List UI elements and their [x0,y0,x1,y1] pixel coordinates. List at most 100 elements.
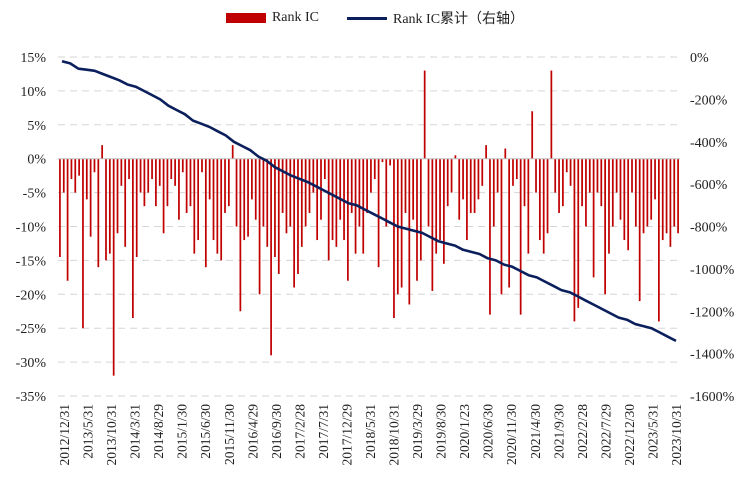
x-tick-label: 2022/12/30 [622,404,637,466]
bar [358,158,361,227]
left-tick-label: -5% [23,187,47,202]
bar [542,158,545,254]
left-tick-label: 10% [20,85,46,100]
bar [592,158,595,278]
bar [393,158,395,319]
bar [93,158,96,173]
bar [400,158,403,288]
bar [254,158,257,220]
bar [197,158,200,241]
bar [669,158,672,247]
bar [466,158,468,241]
bar [631,158,633,193]
bar [312,158,315,193]
bar [500,158,503,295]
bar [350,158,353,213]
bar [116,158,119,234]
x-tick-label: 2013/5/31 [81,404,96,459]
bar [485,145,487,159]
bar [132,158,134,319]
bar [147,158,150,193]
bar [412,158,415,220]
bar [427,158,430,227]
bar [550,70,553,159]
bar [585,158,587,227]
bar [638,158,641,302]
x-tick-label: 2022/7/29 [598,404,613,459]
left-tick-label: 0% [27,153,46,168]
bar [562,158,564,207]
bar [673,158,676,227]
bar [596,158,599,193]
bar [181,158,184,173]
x-tick-label: 2019/3/29 [410,404,425,459]
bar [634,158,637,227]
x-tick-label: 2020/11/30 [504,404,519,465]
bar [366,158,368,213]
x-tick-label: 2019/8/30 [434,404,449,459]
bar [504,148,507,159]
x-tick-label: 2018/10/31 [387,404,402,466]
x-tick-label: 2023/10/31 [669,404,684,466]
bar [362,158,365,254]
bar [443,158,445,264]
bar [139,158,142,193]
bar [216,158,219,254]
left-tick-label: 15% [20,51,46,66]
right-axis-labels: 0% -200% -400% -600% -800% -1000% -1200% -1400%… [690,51,735,405]
bar [212,158,215,241]
cumulative-line [61,59,677,343]
bar [308,158,311,213]
bar [558,158,560,213]
bar [604,158,606,295]
bar [416,158,418,281]
x-tick-label: 2016/4/29 [245,404,260,459]
bar [627,158,630,251]
bar [112,158,115,376]
legend-item-rank-ic-cumulative[interactable]: Rank IC累计（右轴） [347,8,524,28]
bar [108,158,111,254]
right-tick-label: 0% [690,51,709,66]
bar [519,158,522,315]
legend-item-rank-ic[interactable]: Rank IC [225,10,319,26]
bar [527,158,530,254]
bar [170,158,173,180]
bar [477,158,480,200]
bar [235,158,238,227]
bar [251,158,253,200]
bar [204,158,207,268]
legend: Rank IC Rank IC累计（右轴） [0,8,750,28]
bar [381,158,384,163]
bar [385,158,388,227]
bar [162,158,165,234]
bar [431,158,434,291]
bar [120,158,123,186]
left-tick-label: -35% [16,390,47,405]
bar [408,158,411,305]
bar [227,158,230,207]
bar [454,155,457,159]
bar [335,158,338,247]
left-tick-label: -10% [16,221,47,236]
bar [66,158,69,281]
left-tick-label: -15% [16,254,47,269]
x-tick-label: 2014/8/29 [151,404,166,459]
bar [600,158,603,207]
bar [665,158,668,234]
bar [124,158,127,247]
bar [78,158,80,176]
bar [289,158,292,227]
x-tick-label: 2015/6/30 [198,404,213,459]
bar [270,158,272,356]
bar [97,158,100,268]
bar [523,158,526,207]
bar [178,158,180,220]
right-tick-label: -400% [690,136,728,151]
bar [143,158,146,207]
bar [389,158,391,166]
bar [650,158,653,220]
bar [220,158,223,261]
right-tick-label: -200% [690,93,728,108]
bar [185,158,188,213]
x-tick-label: 2015/1/30 [175,404,190,459]
